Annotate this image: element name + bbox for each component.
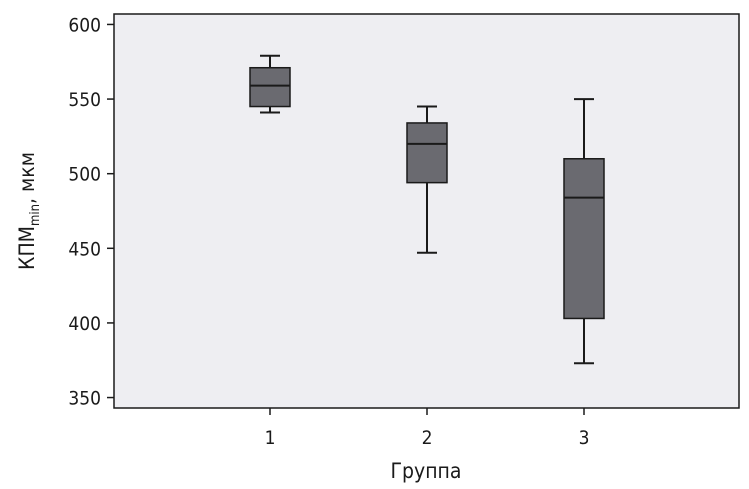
x-tick-label-3: 3 [579,427,590,449]
y-tick-label-450: 450 [68,238,101,260]
x-axis-title: Группа [391,459,462,483]
y-axis-title: КПМmin, мкм [15,152,43,270]
boxes [249,54,605,365]
y-tick-label-550: 550 [68,89,101,111]
box-1 [249,66,291,108]
box-3 [563,158,605,320]
y-axis: 350 400 450 500 550 600 [68,14,114,410]
y-tick-label-500: 500 [68,164,101,186]
box-2 [406,122,448,184]
box-group-3 [563,98,605,365]
y-axis-title-subscript: min [28,204,43,226]
box-group-2 [406,105,448,254]
y-axis-title-main: КПМ [15,226,39,270]
y-axis-title-suffix: , мкм [15,152,39,204]
y-tick-label-400: 400 [68,313,101,335]
x-tick-label-1: 1 [265,427,276,449]
x-axis: 1 2 3 [265,408,590,449]
y-tick-label-350: 350 [68,388,101,410]
x-tick-label-2: 2 [422,427,433,449]
box-group-1 [249,54,291,114]
y-tick-label-600: 600 [68,14,101,36]
